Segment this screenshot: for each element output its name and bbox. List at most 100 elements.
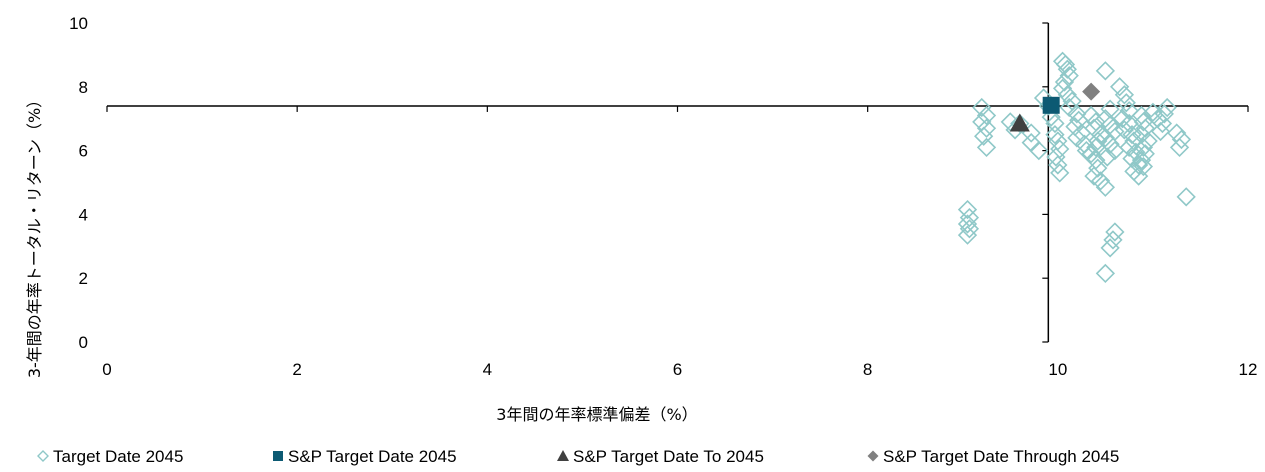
data-point — [1124, 131, 1144, 151]
x-tick-label: 4 — [483, 360, 492, 379]
x-axis-title: 3年間の年率標準偏差（%） — [496, 405, 697, 424]
data-point — [1029, 140, 1049, 161]
x-tick-label: 10 — [1048, 360, 1067, 379]
data-point — [1057, 85, 1077, 105]
data-point — [1067, 128, 1087, 148]
data-point — [1088, 131, 1108, 151]
data-point — [1135, 118, 1155, 138]
x-tick-label: 8 — [863, 360, 872, 379]
data-point — [959, 207, 980, 228]
x-tick-label: 6 — [673, 360, 682, 379]
legend-item: S&P Target Date 2045 — [273, 447, 457, 466]
y-axis-title: 3-年間の年率トータル・リターン（%） — [25, 92, 44, 378]
data-point — [1138, 131, 1158, 151]
data-point — [1082, 82, 1101, 101]
data-point — [1154, 104, 1174, 124]
data-point — [959, 219, 980, 239]
data-point — [1010, 113, 1030, 134]
data-point — [1042, 96, 1060, 114]
data-point — [1100, 238, 1120, 258]
data-point — [957, 225, 978, 245]
series-3 — [1082, 82, 1101, 101]
data-point — [1059, 97, 1079, 118]
data-point — [1100, 134, 1120, 154]
data-point — [976, 137, 997, 158]
data-point — [1135, 144, 1155, 164]
data-point — [1114, 85, 1135, 105]
data-point — [1046, 147, 1066, 167]
data-point — [976, 118, 997, 138]
data-point — [1095, 263, 1116, 284]
data-point — [1133, 137, 1154, 158]
y-tick-label: 2 — [79, 269, 88, 288]
data-point — [1103, 230, 1123, 250]
data-point — [1081, 144, 1101, 164]
data-point — [1176, 187, 1196, 207]
data-point — [1095, 128, 1116, 148]
tick-labels: 0 2 4 6 8 10 12 0 2 4 6 8 10 — [69, 14, 1257, 379]
legend-label: Target Date 2045 — [53, 447, 183, 466]
legend-item: S&P Target Date To 2045 — [557, 447, 764, 466]
data-point — [1150, 121, 1171, 142]
data-point — [1133, 156, 1154, 177]
data-point — [1009, 113, 1030, 132]
legend-item: S&P Target Date Through 2045 — [867, 447, 1119, 466]
data-point — [1067, 104, 1087, 124]
data-point — [1081, 105, 1101, 126]
data-point — [1169, 137, 1190, 158]
series-0 — [957, 51, 1196, 284]
y-tick-label: 6 — [79, 142, 88, 161]
y-tick-label: 8 — [79, 78, 88, 97]
data-point — [1059, 66, 1079, 86]
data-point — [1105, 222, 1125, 242]
y-tick-label: 10 — [69, 14, 88, 33]
y-tick-label: 4 — [79, 205, 88, 224]
axes — [106, 22, 1249, 343]
data-point — [1048, 155, 1068, 175]
data-point — [1041, 107, 1061, 127]
data-point — [957, 199, 978, 220]
data-point — [1090, 171, 1111, 191]
legend-marker — [37, 450, 49, 462]
data-point — [1131, 150, 1152, 170]
legend-marker — [273, 451, 283, 461]
legend-marker — [867, 450, 879, 462]
y-tick-label: 0 — [79, 333, 88, 352]
data-point — [1045, 125, 1065, 145]
legend-marker — [557, 450, 569, 461]
legend-item: Target Date 2045 — [37, 447, 183, 466]
x-tick-label: 12 — [1239, 360, 1258, 379]
data-point — [1119, 101, 1139, 121]
data-point — [1057, 59, 1077, 79]
data-point — [1122, 125, 1142, 145]
data-point — [1095, 61, 1116, 81]
data-point — [972, 97, 992, 118]
data-point — [1116, 93, 1136, 113]
data-points — [957, 51, 1196, 284]
data-point — [1095, 109, 1116, 129]
data-point — [1076, 140, 1096, 161]
legend-label: S&P Target Date 2045 — [288, 447, 457, 466]
data-point — [1052, 78, 1073, 99]
data-point — [1152, 113, 1173, 134]
data-point — [957, 214, 978, 234]
data-point — [1055, 54, 1076, 75]
data-point — [1088, 158, 1108, 178]
series-2 — [1009, 113, 1030, 132]
data-point — [1095, 177, 1116, 197]
data-point — [1050, 163, 1070, 183]
data-point — [1157, 97, 1177, 118]
data-point — [1054, 72, 1075, 92]
data-point — [976, 105, 997, 126]
data-point — [1110, 77, 1130, 97]
series-1 — [1042, 96, 1060, 114]
data-point — [974, 126, 994, 146]
data-point — [1171, 129, 1192, 150]
legend: Target Date 2045 S&P Target Date 2045 S&P … — [37, 447, 1119, 466]
data-point — [1097, 147, 1117, 167]
x-tick-label: 0 — [102, 360, 111, 379]
x-tick-label: 2 — [292, 360, 301, 379]
data-point — [1119, 113, 1139, 134]
data-point — [1045, 113, 1065, 134]
